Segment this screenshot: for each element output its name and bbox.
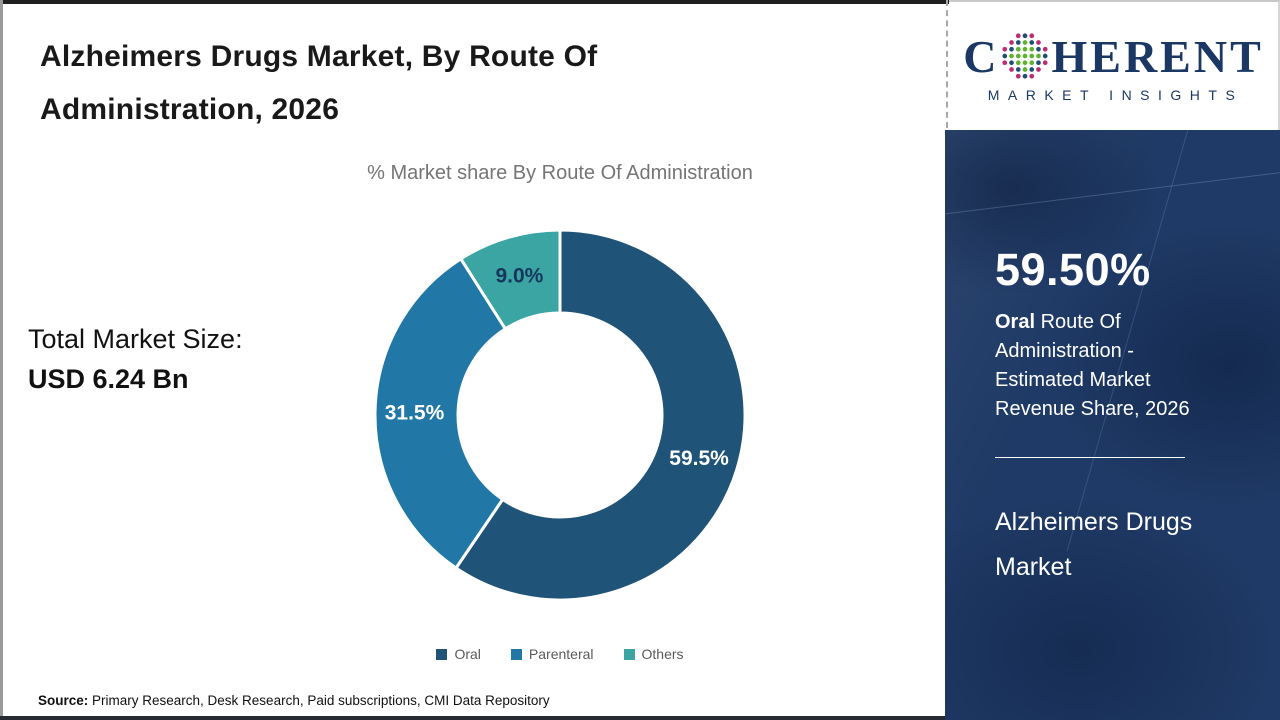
stat-description-rest: Route Of Administration - Estimated Mark… [995, 311, 1190, 420]
source-label: Source: [38, 693, 89, 708]
logo-tagline: MARKET INSIGHTS [987, 86, 1244, 103]
page-title-line1: Alzheimers Drugs Market, By Route Of [40, 40, 598, 73]
page-title: Alzheimers Drugs Market, By Route Of Admi… [40, 30, 800, 136]
legend-swatch-oral [436, 648, 448, 660]
legend-swatch-parenteral [510, 648, 522, 660]
legend-item-oral: Oral [436, 646, 481, 662]
market-name: Alzheimers Drugs Market [995, 508, 1193, 581]
legend-label-others: Others [641, 646, 684, 662]
logo-brand-rest: HERENT [1051, 30, 1264, 82]
total-market-value: USD 6.24 Bn [28, 364, 189, 394]
slice-label-oral: 59.5% [669, 447, 729, 470]
logo-brand: C HERENT [963, 32, 1264, 82]
frame-border-top [0, 0, 949, 4]
chart-legend: Oral Parenteral Others [310, 646, 810, 662]
coherent-globe-icon [1002, 32, 1049, 79]
chart-title: % Market share By Route Of Administratio… [367, 162, 753, 184]
logo-letter-c: C [963, 30, 1000, 82]
stat-value: 59.50% [995, 244, 1151, 295]
pie-slice-parenteral [373, 257, 507, 570]
source-note: Source: Primary Research, Desk Research,… [38, 693, 550, 708]
stat-description-bold: Oral [995, 311, 1036, 333]
slice-label-parenteral: 31.5% [385, 402, 445, 425]
total-market-size: Total Market Size: USD 6.24 Bn [28, 322, 243, 396]
sidebar-divider [995, 457, 1185, 458]
frame-border-left [0, 0, 3, 720]
donut-chart: 59.5% 31.5% 9.0% [373, 228, 747, 602]
legend-item-parenteral: Parenteral [510, 646, 594, 662]
highlight-sidebar: 59.50% Oral Route Of Administration - Es… [945, 130, 1280, 720]
legend-swatch-others [623, 648, 635, 660]
legend-label-oral: Oral [454, 646, 481, 662]
source-text: Primary Research, Desk Research, Paid su… [88, 693, 550, 708]
dashed-separator [946, 0, 948, 128]
total-market-label: Total Market Size: [28, 324, 243, 354]
pie-slice-oral [454, 228, 747, 602]
logo-panel: C HERENT MARKET INSIGHTS [949, 0, 1280, 130]
legend-label-parenteral: Parenteral [528, 646, 594, 662]
pie-slice-others [459, 228, 562, 331]
legend-item-others: Others [623, 646, 684, 662]
stat-description: Oral Route Of Administration - Estimated… [995, 308, 1203, 424]
slice-label-others: 9.0% [495, 264, 543, 287]
page-title-line2: Administration, 2026 [40, 93, 340, 126]
frame-border-bottom [0, 716, 949, 720]
